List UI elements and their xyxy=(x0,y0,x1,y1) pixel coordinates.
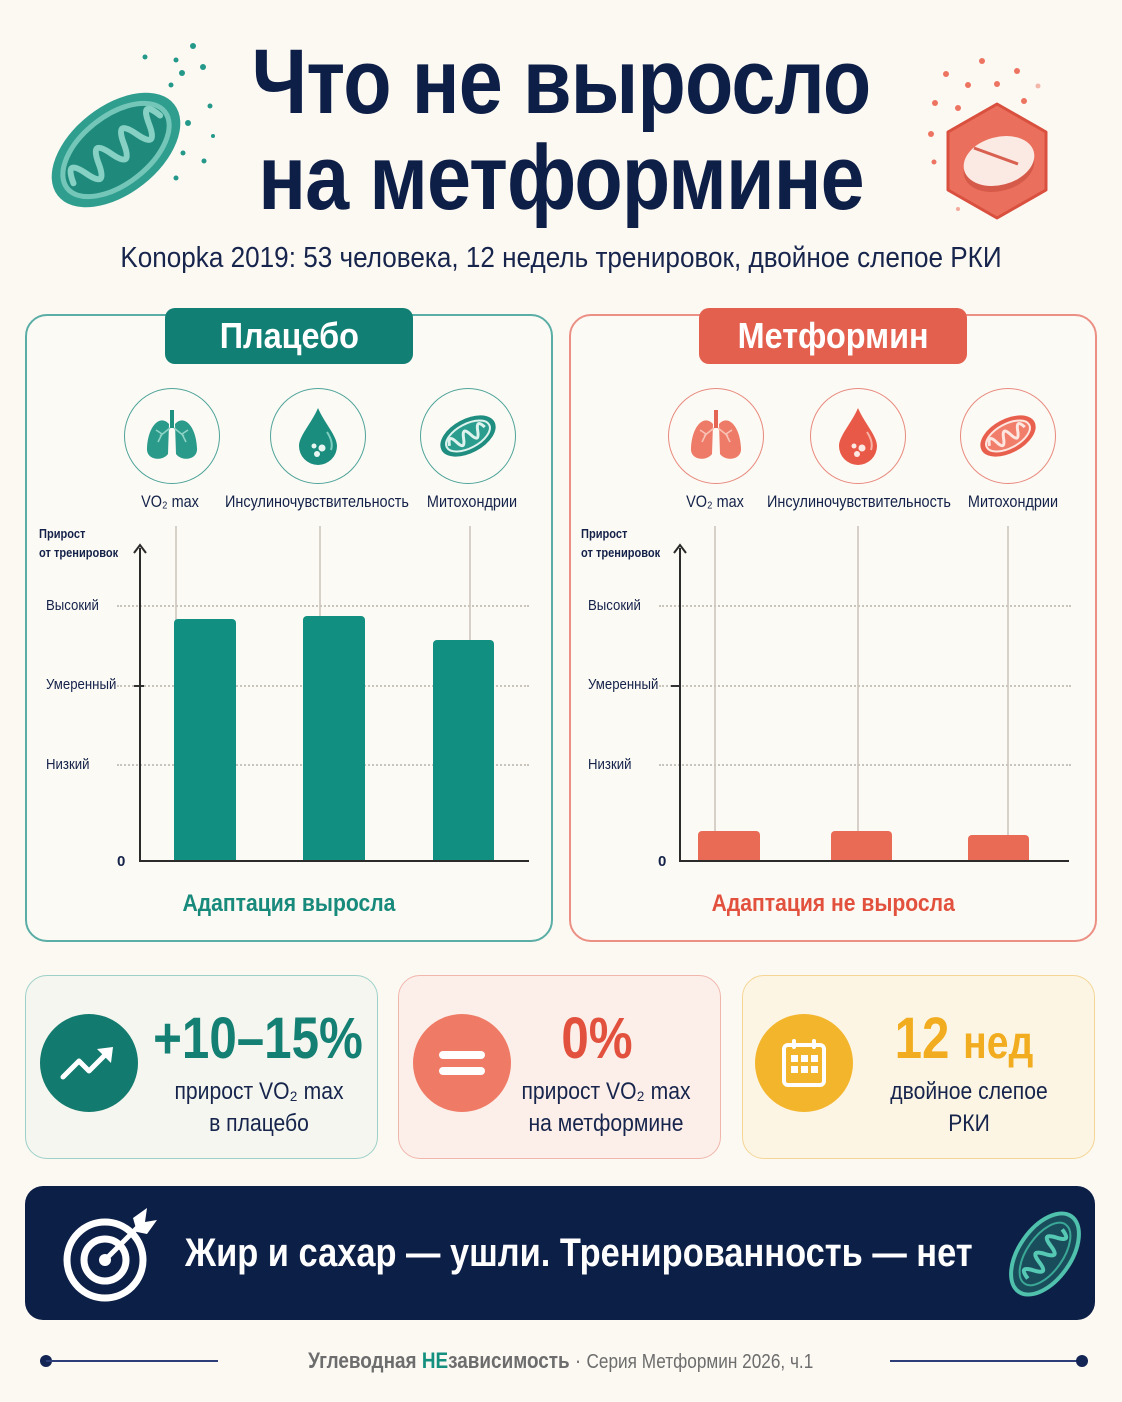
drop-icon xyxy=(299,408,337,465)
y-label-moderate: Умеренный xyxy=(46,676,117,693)
placebo-badge: Плацебо xyxy=(165,308,413,364)
y-label-moderate: Умеренный xyxy=(588,676,659,693)
metformin-badge: Метформин xyxy=(699,308,967,364)
stat-icon-circle xyxy=(413,1014,511,1112)
guide-line xyxy=(1007,526,1009,836)
mitochondrion-icon xyxy=(440,415,496,457)
page-title-line-1: Что не выросло xyxy=(251,31,872,133)
stat-value: +10–15% xyxy=(153,1006,363,1071)
bar-vo2 xyxy=(174,619,236,861)
metric-label-insulin: Инсулиночувствительность xyxy=(767,492,951,511)
stat-card-metformin: 0% прирост VO₂ max на метформине xyxy=(398,975,721,1159)
y-axis-title: Прирост от тренировок xyxy=(581,526,661,560)
guide-line xyxy=(319,526,321,618)
metric-label-mitochondria: Митохондрии xyxy=(967,492,1059,511)
mitochondrion-icon xyxy=(51,43,215,208)
vo2-icon-circle xyxy=(124,388,220,484)
lungs-icon xyxy=(146,410,198,459)
y-axis-title: Прирост от тренировок xyxy=(39,526,119,560)
gridline-low xyxy=(659,764,1071,766)
metric-label-mitochondria: Митохондрии xyxy=(426,492,518,511)
guide-line xyxy=(469,526,471,642)
guide-line xyxy=(714,526,716,832)
metric-label-insulin: Инсулиночувствительность xyxy=(225,492,409,511)
vo2-icon-circle xyxy=(668,388,764,484)
bar-mitochondria xyxy=(968,835,1029,861)
calendar-icon xyxy=(782,1039,826,1087)
guide-line xyxy=(175,526,177,622)
gridline-high xyxy=(117,605,529,607)
y-axis xyxy=(679,548,681,862)
gridline-moderate xyxy=(659,685,1071,687)
pill-hexagon-icon xyxy=(928,58,1048,220)
footer-series: Серия Метформин 2026, ч.1 xyxy=(586,1351,814,1373)
drop-icon xyxy=(839,408,877,465)
bar-mitochondria xyxy=(433,640,494,861)
lungs-icon xyxy=(690,410,742,459)
footer-rule-left xyxy=(46,1360,218,1362)
y-label-high: Высокий xyxy=(46,597,99,614)
metric-label-vo2: VO₂ max xyxy=(141,492,199,511)
stat-description: двойное слепое РКИ xyxy=(890,1078,1048,1137)
x-axis xyxy=(679,860,1069,862)
target-icon xyxy=(63,1208,157,1302)
stat-card-duration: 12 нед двойное слепое РКИ xyxy=(742,975,1095,1159)
mitochondria-icon-circle xyxy=(960,388,1056,484)
mitochondria-icon-circle xyxy=(420,388,516,484)
y-axis xyxy=(139,548,141,862)
page-subtitle: Konopka 2019: 53 человека, 12 недель тре… xyxy=(120,242,1002,274)
header-pill-illustration xyxy=(910,52,1060,232)
y-tick xyxy=(671,685,681,687)
stat-description: прирост VO₂ max в плацебо xyxy=(174,1078,344,1137)
trend-up-icon xyxy=(60,1047,113,1080)
mitochondrion-icon xyxy=(980,415,1036,457)
footer-rule-right xyxy=(890,1360,1080,1362)
footer-dot-right xyxy=(1076,1355,1088,1367)
gridline-high xyxy=(659,605,1071,607)
mitochondrion-icon xyxy=(1009,1211,1081,1297)
insulin-icon-circle xyxy=(810,388,906,484)
stat-icon-circle xyxy=(40,1014,138,1112)
conclusion-banner: Жир и сахар — ушли. Тренированность — не… xyxy=(25,1186,1095,1320)
stat-value: 12 нед xyxy=(894,1006,1034,1071)
stat-card-placebo: +10–15% прирост VO₂ max в плацебо xyxy=(25,975,378,1159)
footer-brand: Углеводная НЕзависимость xyxy=(308,1348,570,1373)
metric-label-vo2: VO₂ max xyxy=(686,492,744,511)
placebo-caption: Адаптация выросла xyxy=(182,890,396,917)
stat-icon-circle xyxy=(755,1014,853,1112)
insulin-icon-circle xyxy=(270,388,366,484)
bar-insulin xyxy=(303,616,365,861)
page-title-line-2: на метформине xyxy=(258,127,864,229)
y-label-low: Низкий xyxy=(588,756,632,773)
bar-insulin xyxy=(831,831,892,861)
x-axis xyxy=(139,860,529,862)
y-label-high: Высокий xyxy=(588,597,641,614)
footer-credit: Углеводная НЕзависимость · Серия Метформ… xyxy=(308,1348,814,1373)
y-axis-arrow-icon xyxy=(133,543,147,554)
bar-vo2 xyxy=(698,831,760,861)
placebo-panel: Плацебо VO₂ max Инсулиночувствительность… xyxy=(25,308,553,942)
y-label-low: Низкий xyxy=(46,756,90,773)
banner-text: Жир и сахар — ушли. Тренированность — не… xyxy=(185,1231,973,1275)
guide-line xyxy=(857,526,859,832)
metformin-caption: Адаптация не выросла xyxy=(711,890,955,917)
stat-value: 0% xyxy=(561,1006,633,1071)
equals-icon xyxy=(439,1051,485,1075)
metformin-panel: Метформин VO₂ max Инсулиночувствительнос… xyxy=(569,308,1097,942)
header-mitochondrion-illustration xyxy=(38,40,218,220)
y-label-zero: 0 xyxy=(658,853,667,870)
y-label-zero: 0 xyxy=(117,853,126,870)
y-axis-arrow-icon xyxy=(673,543,687,554)
stat-description: прирост VO₂ max на метформине xyxy=(521,1078,691,1137)
